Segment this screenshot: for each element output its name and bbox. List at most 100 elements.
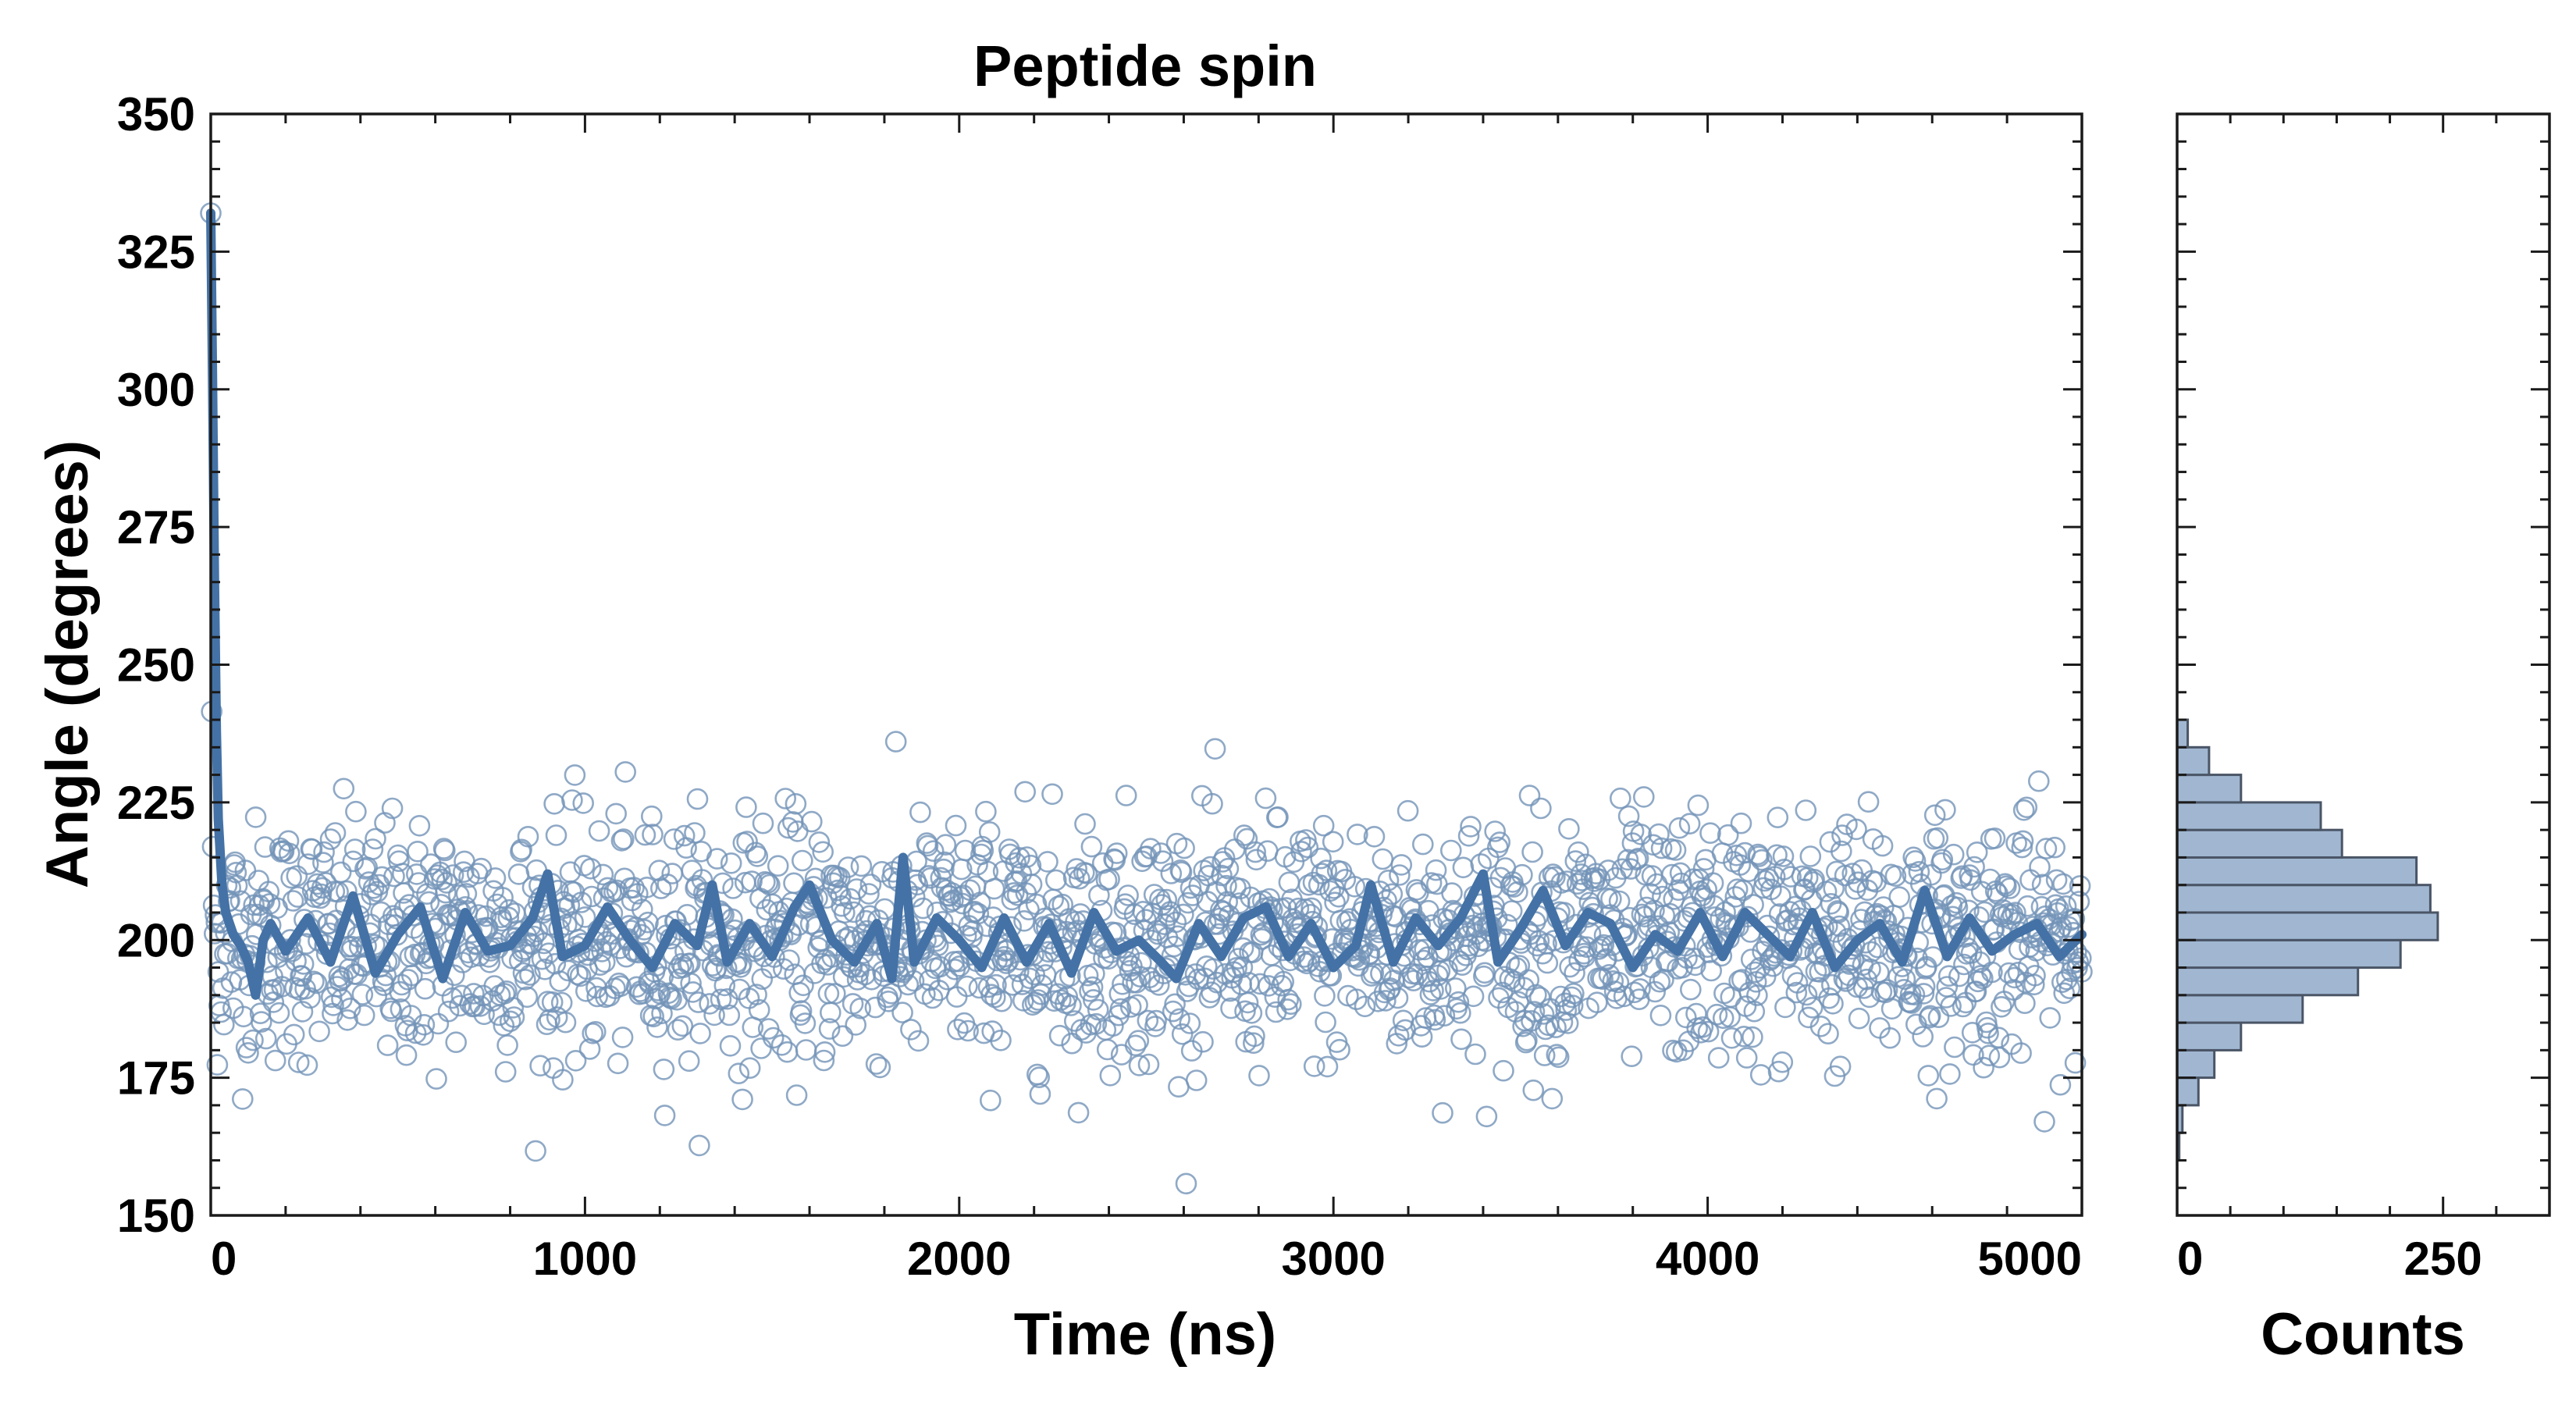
data-point — [1912, 1026, 1934, 1048]
y-tick-label: 275 — [117, 501, 195, 553]
data-point — [533, 932, 555, 955]
data-point — [2045, 869, 2068, 891]
data-point — [1232, 937, 1254, 959]
data-point — [1140, 838, 1162, 859]
data-point — [1006, 884, 1029, 906]
data-point — [376, 1034, 399, 1056]
data-point — [684, 822, 706, 844]
data-point — [1645, 924, 1667, 947]
data-point — [1192, 1030, 1214, 1053]
data-point — [408, 815, 431, 837]
data-point — [1019, 967, 1041, 990]
data-point — [1908, 861, 1930, 883]
data-point — [1381, 883, 1404, 906]
data-point — [1518, 785, 1541, 806]
x-tick-label: 4000 — [1656, 1233, 1759, 1285]
data-point — [912, 897, 934, 920]
data-point — [1074, 813, 1096, 835]
histogram-x-axis-label: Counts — [2261, 1301, 2465, 1368]
data-point — [305, 972, 328, 994]
data-point — [572, 792, 595, 814]
data-point — [2069, 875, 2091, 897]
data-point — [390, 998, 412, 1020]
running-average-line — [206, 208, 2087, 1000]
data-point — [1389, 864, 1411, 886]
data-point — [1175, 1172, 1197, 1195]
data-point — [1738, 860, 1759, 883]
data-point — [1998, 962, 2020, 984]
data-point — [308, 1020, 330, 1043]
data-point — [1687, 794, 1710, 817]
data-point — [1450, 1028, 1472, 1051]
data-point — [1303, 1055, 1325, 1077]
data-point — [1105, 842, 1128, 864]
data-point — [1375, 990, 1397, 1012]
data-point — [1801, 997, 1823, 1019]
data-point — [561, 789, 583, 811]
data-point — [720, 852, 742, 874]
data-point — [2023, 973, 2045, 996]
histogram-bar — [2176, 856, 2418, 887]
data-point — [741, 870, 763, 892]
data-point — [871, 861, 893, 883]
data-point — [1831, 824, 1853, 846]
data-point — [1493, 1059, 1514, 1082]
data-point — [2035, 838, 2058, 859]
data-point — [1377, 870, 1400, 891]
data-point — [1422, 980, 1444, 1002]
data-point — [1624, 981, 1646, 1004]
data-point — [345, 800, 367, 823]
data-point — [1417, 946, 1439, 968]
data-point — [1087, 998, 1109, 1021]
data-point — [678, 1050, 700, 1072]
data-point — [596, 930, 618, 953]
histogram-bar — [2176, 1076, 2200, 1107]
data-point — [283, 1023, 305, 1046]
data-point — [516, 986, 539, 1009]
data-point — [1171, 1023, 1194, 1045]
data-point — [728, 1062, 750, 1084]
data-point — [1772, 845, 1795, 867]
data-point — [2064, 1051, 2087, 1074]
data-point — [1966, 841, 1988, 863]
data-point — [1315, 859, 1338, 881]
data-point — [1857, 791, 1880, 813]
data-point — [1179, 877, 1202, 899]
data-point — [834, 902, 856, 924]
data-point — [637, 911, 659, 934]
data-point — [1475, 1105, 1498, 1128]
data-point — [746, 845, 769, 867]
data-point — [607, 1052, 629, 1075]
data-point — [319, 828, 342, 850]
data-point — [1522, 1079, 1545, 1101]
data-point — [333, 777, 355, 800]
data-point — [297, 853, 319, 875]
data-point — [1312, 814, 1335, 837]
data-point — [1124, 1034, 1147, 1057]
data-point — [1211, 864, 1233, 887]
data-point — [1521, 841, 1543, 863]
data-point — [653, 1105, 676, 1126]
data-point — [2012, 830, 2034, 852]
data-point — [395, 1044, 418, 1066]
data-point — [1179, 1012, 1201, 1034]
data-point — [2044, 836, 2065, 859]
data-point — [1201, 792, 1223, 815]
data-point — [812, 841, 834, 863]
data-point — [1720, 1027, 1743, 1049]
data-point — [1799, 845, 1822, 867]
data-point — [413, 1014, 436, 1036]
data-point — [824, 983, 846, 1005]
data-point — [1871, 834, 1894, 857]
data-point — [610, 975, 632, 998]
data-point — [1511, 863, 1533, 886]
data-point — [1542, 863, 1564, 885]
data-point — [661, 863, 684, 884]
data-point — [792, 974, 814, 997]
data-point — [731, 1088, 753, 1111]
data-point — [418, 891, 440, 913]
data-point — [1564, 962, 1585, 984]
histogram-bar — [2176, 911, 2439, 941]
data-point — [1244, 841, 1266, 863]
data-point — [1173, 837, 1195, 859]
